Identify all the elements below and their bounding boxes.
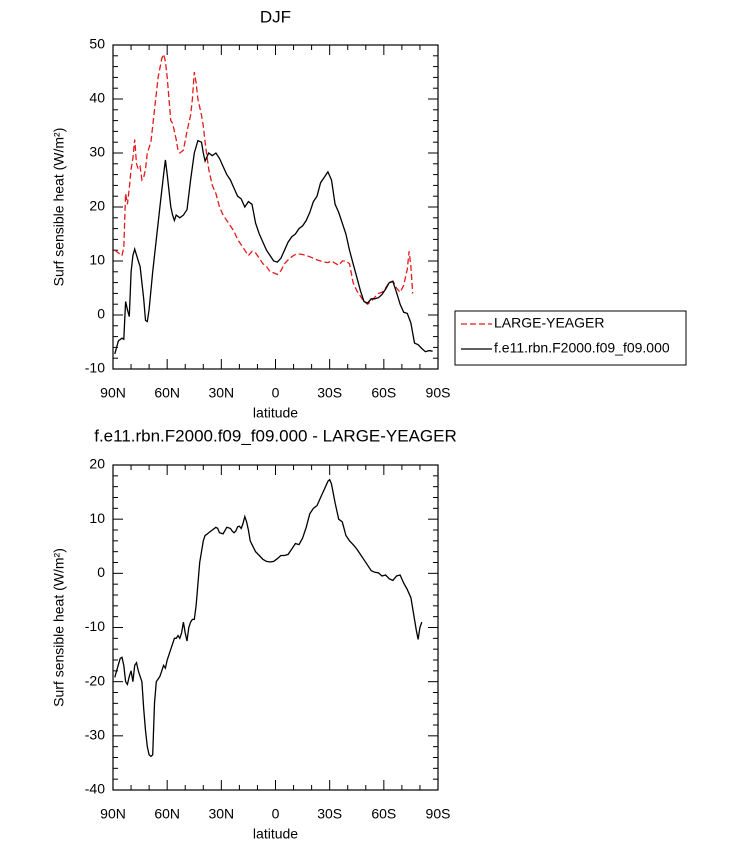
legend-label: f.e11.rbn.F2000.f09_f09.000 [494, 340, 670, 356]
y-axis-label: Surf sensible heat (W/m²) [51, 548, 67, 707]
y-tick-label: 0 [97, 306, 105, 322]
x-tick-label: 0 [272, 806, 280, 822]
x-tick-label: 30N [208, 806, 234, 822]
y-tick-label: 0 [97, 564, 105, 580]
x-tick-label: 90S [426, 806, 451, 822]
x-tick-label: 0 [272, 385, 280, 401]
y-tick-label: -10 [85, 360, 105, 376]
y-tick-label: 40 [89, 90, 105, 106]
y-tick-label: 50 [89, 36, 105, 52]
y-axis-label: Surf sensible heat (W/m²) [51, 128, 67, 287]
x-tick-label: 30S [317, 806, 342, 822]
x-tick-label: 60N [154, 385, 180, 401]
legend-label: LARGE-YEAGER [494, 315, 604, 331]
x-axis-label: latitude [253, 826, 298, 842]
x-tick-label: 90S [426, 385, 451, 401]
chart-title: DJF [260, 7, 291, 26]
x-tick-label: 60S [371, 806, 396, 822]
y-tick-label: 10 [89, 510, 105, 526]
y-tick-label: -20 [85, 672, 105, 688]
series-line [114, 478, 423, 758]
legend-box [454, 310, 687, 366]
x-tick-label: 30S [317, 385, 342, 401]
x-tick-label: 90N [100, 806, 126, 822]
y-tick-label: 20 [89, 198, 105, 214]
x-tick-label: 60N [154, 806, 180, 822]
series-line [114, 52, 414, 306]
x-tick-label: 90N [100, 385, 126, 401]
y-tick-label: 10 [89, 252, 105, 268]
x-axis-label: latitude [253, 405, 298, 421]
y-tick-label: -40 [85, 781, 105, 797]
y-tick-label: -10 [85, 618, 105, 634]
y-tick-label: 20 [89, 456, 105, 472]
x-tick-label: 30N [208, 385, 234, 401]
y-tick-label: 30 [89, 144, 105, 160]
series-line [114, 139, 433, 355]
chart-title: f.e11.rbn.F2000.f09_f09.000 - LARGE-YEAG… [94, 426, 457, 445]
x-tick-label: 60S [371, 385, 396, 401]
y-tick-label: -30 [85, 727, 105, 743]
